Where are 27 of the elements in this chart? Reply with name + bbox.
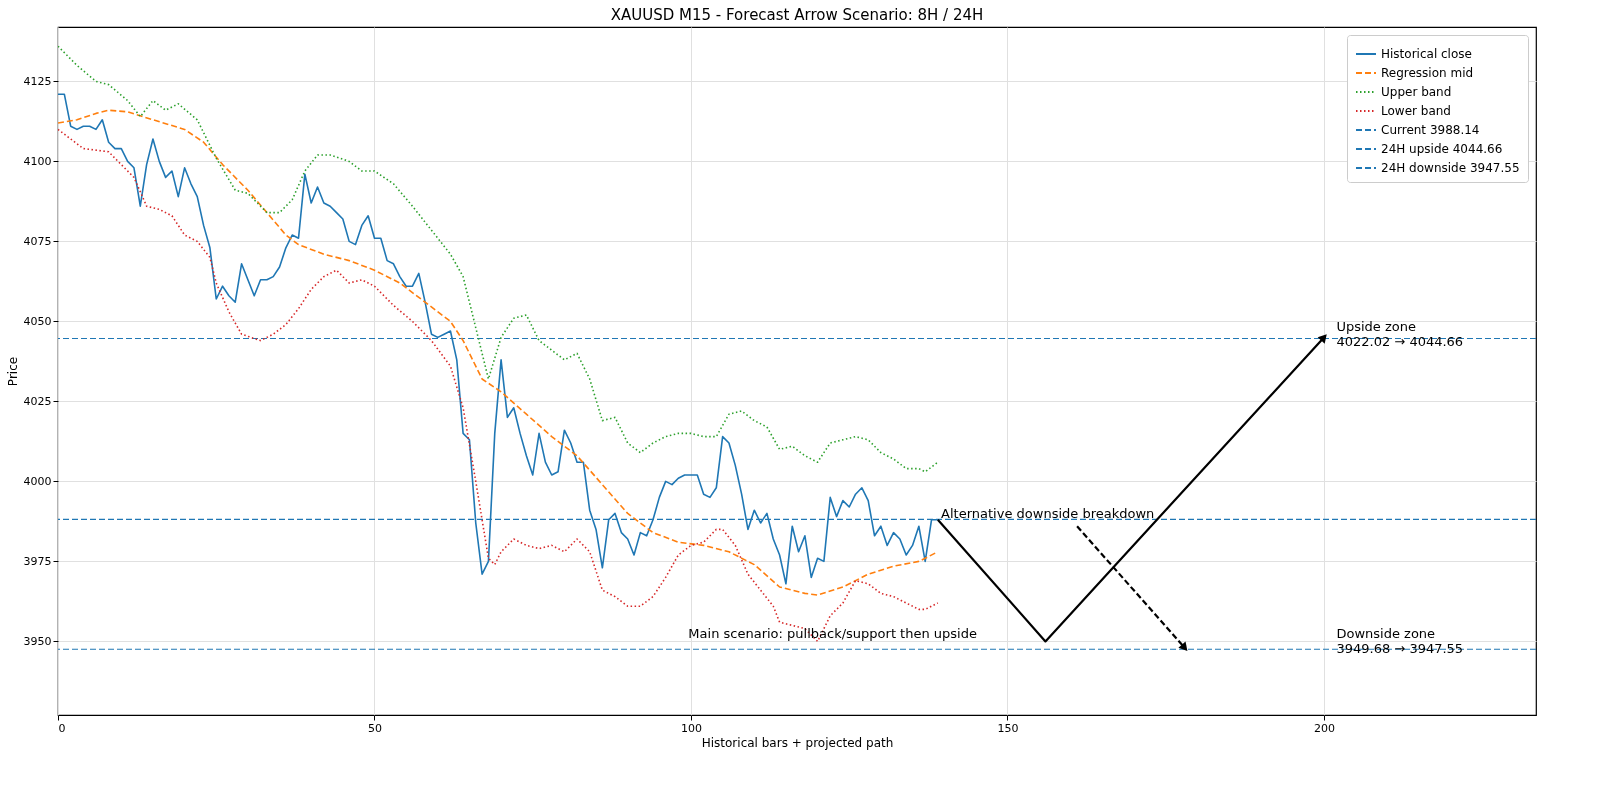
annotation: Alternative downside breakdown xyxy=(941,505,1155,521)
x-axis-title: Historical bars + projected path xyxy=(701,735,894,750)
y-tick-label: 3975 xyxy=(23,554,52,568)
y-tick-label: 4125 xyxy=(23,74,52,88)
legend-label: Upper band xyxy=(1381,85,1452,99)
y-tick-label: 3950 xyxy=(23,634,52,648)
line-series xyxy=(58,45,939,473)
legend-label: Regression mid xyxy=(1381,66,1474,80)
legend-label: 24H upside 4044.66 xyxy=(1381,142,1503,156)
y-axis-title: Price xyxy=(5,356,20,387)
legend-label: 24H downside 3947.55 xyxy=(1381,161,1520,175)
legend-label: Historical close xyxy=(1381,47,1472,61)
x-tick-label: 0 xyxy=(58,721,66,735)
x-tick-label: 150 xyxy=(997,721,1019,735)
y-tick-label: 4025 xyxy=(23,394,52,408)
y-tick-label: 4050 xyxy=(23,314,52,328)
annotation: Main scenario: pullback/support then upside xyxy=(688,626,977,642)
legend-label: Current 3988.14 xyxy=(1381,123,1480,137)
chart-title: XAUUSD M15 - Forecast Arrow Scenario: 8H / 24H xyxy=(610,6,984,24)
legend-label: Lower band xyxy=(1381,104,1451,118)
y-tick-label: 4100 xyxy=(23,154,52,168)
x-tick-label: 100 xyxy=(680,721,702,735)
y-tick-label: 4000 xyxy=(23,474,52,488)
annotation: Upside zone 4022.02 → 4044.66 xyxy=(1336,319,1464,350)
x-tick-label: 50 xyxy=(367,721,382,735)
y-tick-label: 4075 xyxy=(23,234,52,248)
x-tick-label: 200 xyxy=(1313,721,1335,735)
